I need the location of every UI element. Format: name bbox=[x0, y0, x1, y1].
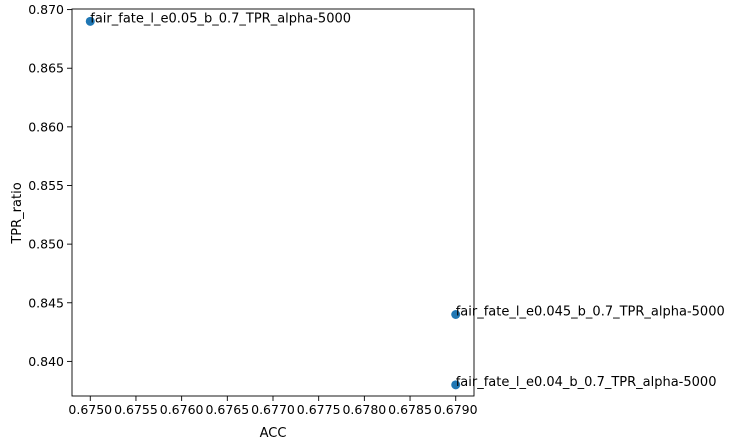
x-tick-label: 0.6780 bbox=[342, 402, 386, 417]
y-tick-label: 0.845 bbox=[28, 295, 64, 310]
scatter-point bbox=[451, 380, 461, 390]
y-tick-label: 0.855 bbox=[28, 178, 64, 193]
x-tick-label: 0.6790 bbox=[434, 402, 478, 417]
y-tick-label: 0.860 bbox=[28, 119, 64, 134]
y-tick-label: 0.840 bbox=[28, 354, 64, 369]
scatter-point bbox=[85, 16, 95, 26]
plot-area-frame bbox=[71, 8, 475, 397]
x-tick-label: 0.6785 bbox=[388, 402, 432, 417]
y-tick-label: 0.865 bbox=[28, 61, 64, 76]
y-tick-label: 0.850 bbox=[28, 237, 64, 252]
y-axis-label: TPR_ratio bbox=[10, 182, 25, 244]
x-axis-label: ACC bbox=[260, 426, 287, 441]
x-tick-label: 0.6755 bbox=[114, 402, 158, 417]
x-tick-label: 0.6760 bbox=[160, 402, 204, 417]
x-tick-label: 0.6765 bbox=[205, 402, 249, 417]
y-tick-label: 0.870 bbox=[28, 2, 64, 17]
x-tick-label: 0.6770 bbox=[251, 402, 295, 417]
point-annotation: fair_fate_l_e0.05_b_0.7_TPR_alpha-5000 bbox=[90, 11, 351, 26]
x-tick-label: 0.6775 bbox=[297, 402, 341, 417]
x-tick-label: 0.6750 bbox=[68, 402, 112, 417]
scatter-point bbox=[451, 309, 461, 319]
point-annotation: fair_fate_l_e0.04_b_0.7_TPR_alpha-5000 bbox=[456, 375, 717, 390]
point-annotation: fair_fate_l_e0.045_b_0.7_TPR_alpha-5000 bbox=[456, 304, 725, 319]
